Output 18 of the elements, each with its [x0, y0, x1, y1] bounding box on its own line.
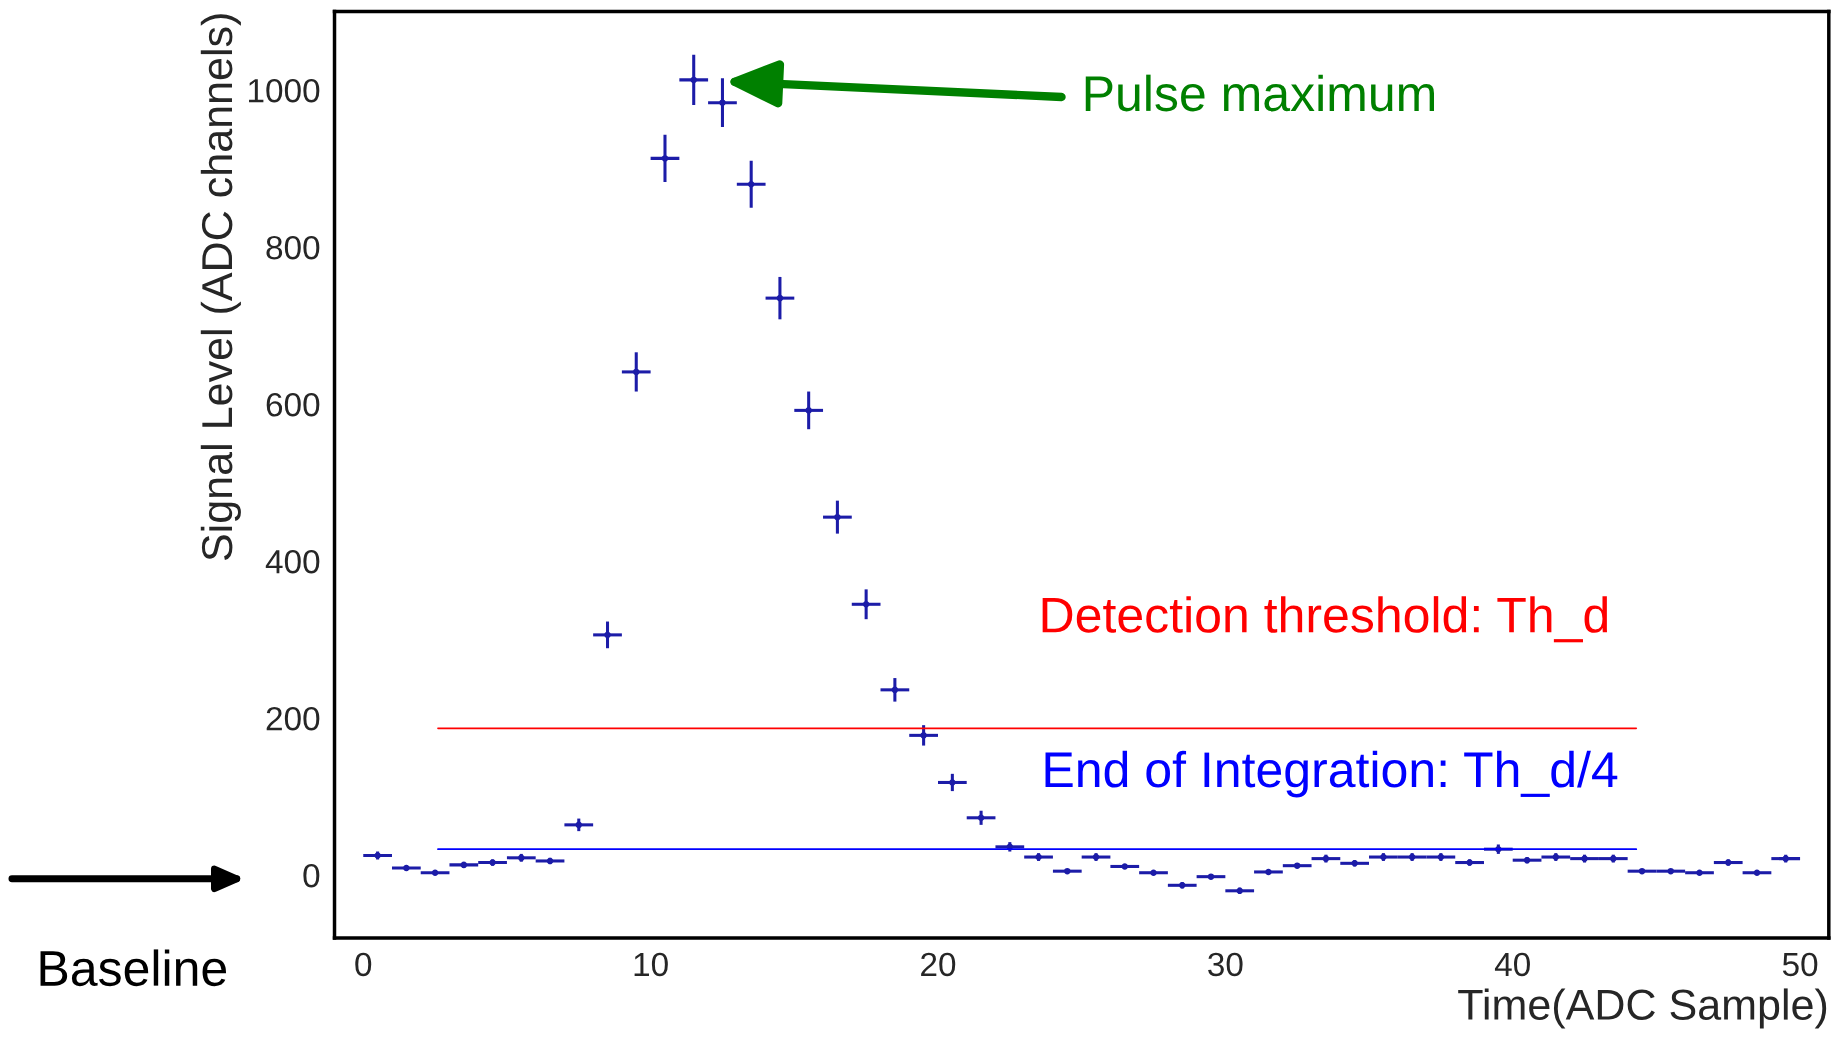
text: Baseline	[40, 949, 227, 987]
y-tick-label: 600	[266, 392, 320, 417]
y-tick-label: 1000	[249, 78, 320, 103]
x-tick-label: 50	[1782, 952, 1818, 977]
y-axis-title: Signal Level (ADC channels)	[200, 14, 241, 561]
y-tick-label: 0	[303, 863, 320, 888]
annotation: Pulse maximum	[1085, 74, 1434, 112]
series-label: Detection threshold: Th_d	[1042, 596, 1608, 643]
x-tick-label: 10	[634, 952, 668, 977]
x-tick-label: 0	[355, 952, 372, 977]
x-tick-label: 20	[921, 952, 956, 977]
x-tick-label: 40	[1494, 952, 1530, 977]
y-tick-label: 400	[265, 549, 320, 574]
series-label: End of Integration: Th_d/4	[1045, 750, 1618, 798]
y-tick-label: 800	[266, 235, 320, 260]
x-axis-title: Time(ADC Sample)	[1458, 988, 1827, 1029]
x-tick-label: 30	[1208, 952, 1243, 977]
y-tick-label: 200	[266, 706, 320, 731]
